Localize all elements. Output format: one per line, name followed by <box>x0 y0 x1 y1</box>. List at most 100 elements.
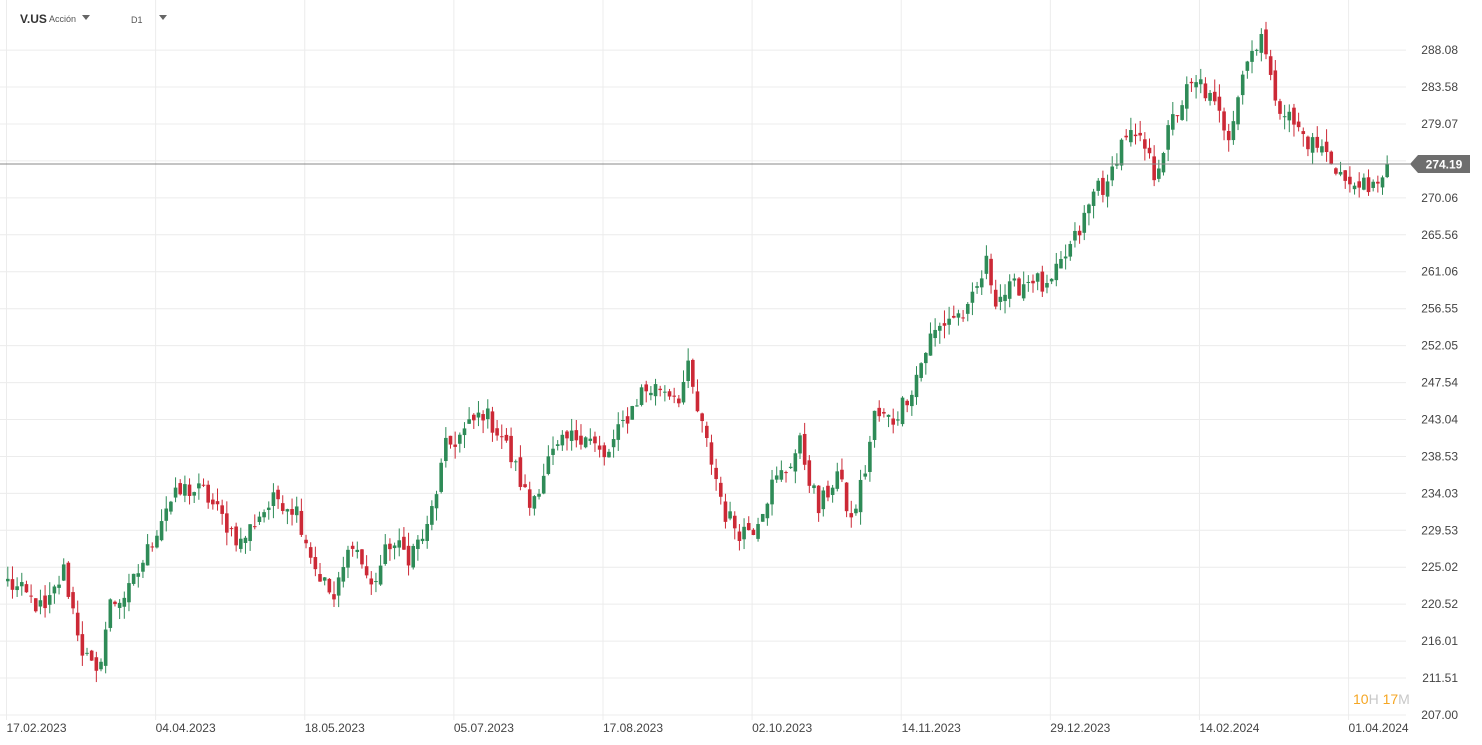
candle-body <box>639 387 644 405</box>
candle <box>951 305 956 319</box>
candle-body <box>350 545 355 549</box>
candle-body <box>667 391 672 397</box>
candle <box>672 387 676 404</box>
candle <box>1259 28 1264 62</box>
candle-body <box>1110 166 1115 181</box>
candle <box>47 582 52 614</box>
candle <box>448 435 453 449</box>
candle-body <box>145 544 150 566</box>
y-tick-label: 256.55 <box>1421 302 1458 316</box>
candle <box>308 542 313 564</box>
candle-body <box>541 475 546 494</box>
candle <box>99 658 103 672</box>
candle <box>159 509 164 542</box>
candle <box>802 422 807 471</box>
candle <box>411 543 416 570</box>
candle <box>625 407 630 434</box>
y-tick-label: 265.56 <box>1421 228 1458 242</box>
candle-body <box>504 434 509 441</box>
candle <box>71 586 75 615</box>
candle <box>607 448 611 458</box>
x-tick-label: 01.04.2024 <box>1349 721 1409 735</box>
candle <box>728 501 732 521</box>
candle-body <box>215 501 220 505</box>
candle <box>593 431 597 452</box>
candle-body <box>1264 29 1268 55</box>
candle <box>234 522 238 552</box>
candle <box>220 499 224 525</box>
candle <box>635 398 639 407</box>
candle-body <box>1222 111 1226 131</box>
candle <box>639 384 644 407</box>
candle-body <box>956 313 961 318</box>
candle <box>993 279 998 310</box>
candle-body <box>858 479 863 513</box>
candle <box>360 548 364 569</box>
candle-body <box>313 557 318 570</box>
candle <box>1184 76 1189 122</box>
candle-body <box>816 485 821 514</box>
candle-body <box>793 453 798 472</box>
candle <box>355 541 360 559</box>
timeframe-selector[interactable]: D1 <box>131 15 143 25</box>
candle-body <box>551 448 555 455</box>
candle <box>318 562 322 582</box>
candle <box>150 542 155 552</box>
y-tick-label: 279.07 <box>1421 117 1458 131</box>
candle <box>38 589 43 615</box>
candle-body <box>998 296 1003 302</box>
candle-body <box>318 574 322 582</box>
candle <box>15 577 19 597</box>
candle <box>197 473 201 500</box>
candle-body <box>770 479 774 505</box>
candle-body <box>495 428 499 436</box>
candle <box>667 388 672 400</box>
candle <box>723 493 728 529</box>
candle <box>527 481 532 516</box>
candle-body <box>85 652 89 654</box>
candle-body <box>71 592 75 609</box>
candle-body <box>961 317 965 319</box>
candle <box>1091 188 1096 219</box>
candle-body <box>285 509 290 512</box>
candle-body <box>1320 146 1324 153</box>
candle-body <box>80 634 85 656</box>
candle <box>649 385 653 401</box>
symbol-label[interactable]: V.US <box>20 12 47 26</box>
candle-body <box>1254 49 1259 51</box>
candle <box>663 385 667 402</box>
candle <box>89 649 94 661</box>
candle-body <box>1282 116 1287 118</box>
candle-body <box>336 577 341 596</box>
candle-body <box>751 529 756 535</box>
candle <box>770 469 774 516</box>
candle <box>397 528 402 557</box>
candle <box>85 647 89 656</box>
candle-body <box>1194 82 1198 88</box>
candle-body <box>583 437 588 448</box>
candle-body <box>513 461 518 463</box>
candle-body <box>1035 273 1040 282</box>
candle-body <box>1068 243 1073 257</box>
candle <box>602 442 607 466</box>
candle <box>718 476 723 505</box>
candle-body <box>840 469 844 480</box>
candle <box>458 432 462 453</box>
candle <box>1068 240 1073 261</box>
candle <box>905 399 909 413</box>
candle-body <box>462 428 467 436</box>
candle <box>1138 120 1142 142</box>
candle-body <box>933 329 937 339</box>
candle-body <box>1245 61 1250 71</box>
candle-body <box>779 470 784 480</box>
candle <box>369 571 374 595</box>
candle-body <box>993 289 998 307</box>
symbol-dropdown-caret-icon[interactable] <box>82 15 90 20</box>
candle-body <box>1087 204 1091 214</box>
candle <box>970 282 975 316</box>
candle-body <box>1124 135 1128 138</box>
timeframe-dropdown-caret-icon[interactable] <box>159 15 167 20</box>
candle <box>1352 182 1357 195</box>
candle-body <box>304 539 308 544</box>
